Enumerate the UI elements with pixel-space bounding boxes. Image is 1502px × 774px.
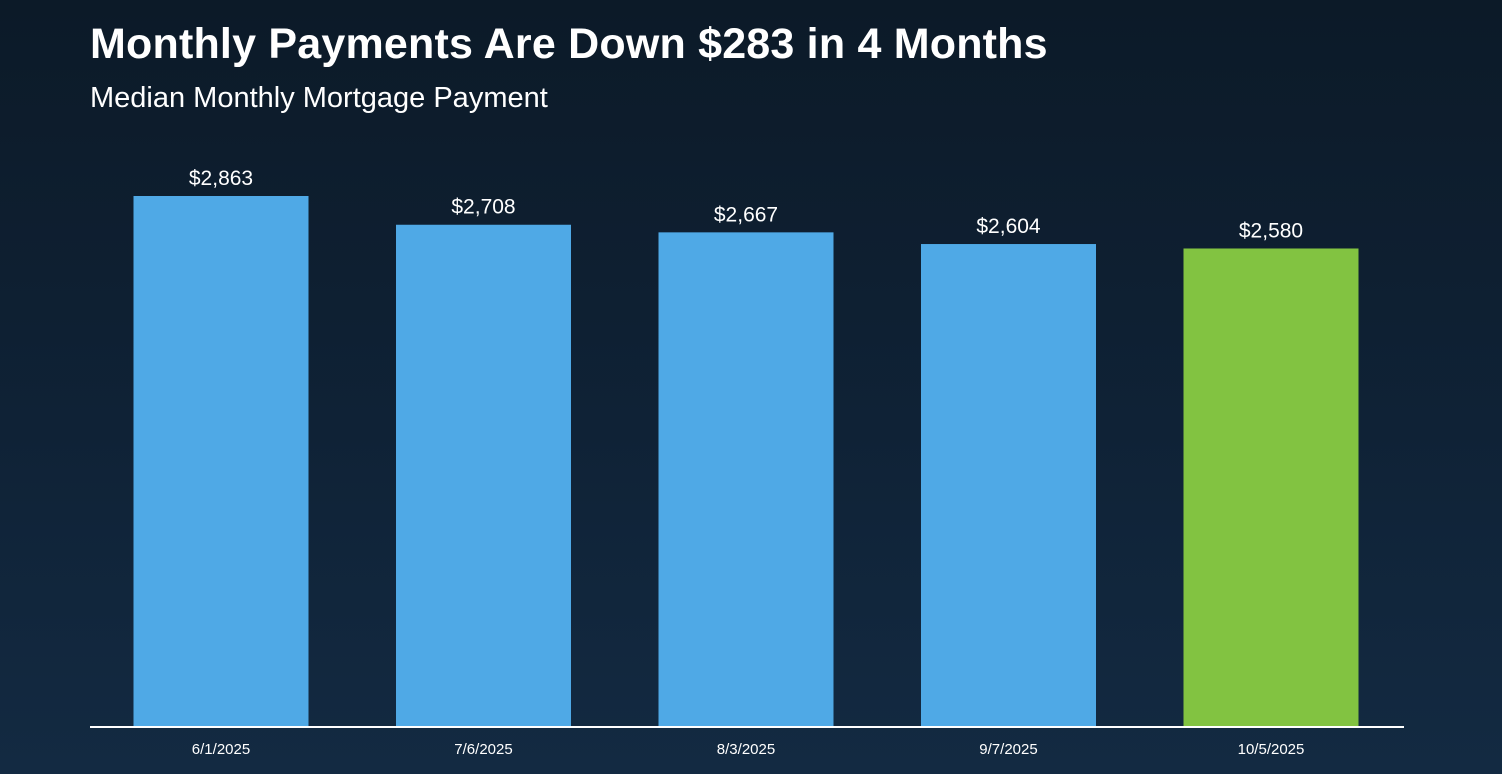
value-label: $2,863 bbox=[189, 167, 253, 190]
bar-9-7-2025 bbox=[921, 244, 1096, 727]
bar-7-6-2025 bbox=[396, 224, 571, 728]
bar-6-1-2025 bbox=[133, 196, 309, 727]
x-tick-label: 7/6/2025 bbox=[454, 741, 512, 758]
bar-10-5-2025 bbox=[1183, 248, 1359, 727]
value-label: $2,667 bbox=[714, 203, 778, 226]
bar-8-3-2025 bbox=[658, 232, 834, 727]
value-label: $2,580 bbox=[1239, 219, 1303, 242]
chart-title: Monthly Payments Are Down $283 in 4 Mont… bbox=[90, 20, 1048, 68]
chart-subtitle: Median Monthly Mortgage Payment bbox=[90, 82, 548, 114]
value-label: $2,708 bbox=[451, 196, 515, 219]
x-tick-label: 10/5/2025 bbox=[1238, 741, 1305, 758]
x-tick-label: 9/7/2025 bbox=[979, 741, 1037, 758]
x-tick-label: 8/3/2025 bbox=[717, 741, 775, 758]
value-label: $2,604 bbox=[976, 215, 1041, 238]
x-tick-label: 6/1/2025 bbox=[192, 741, 250, 758]
